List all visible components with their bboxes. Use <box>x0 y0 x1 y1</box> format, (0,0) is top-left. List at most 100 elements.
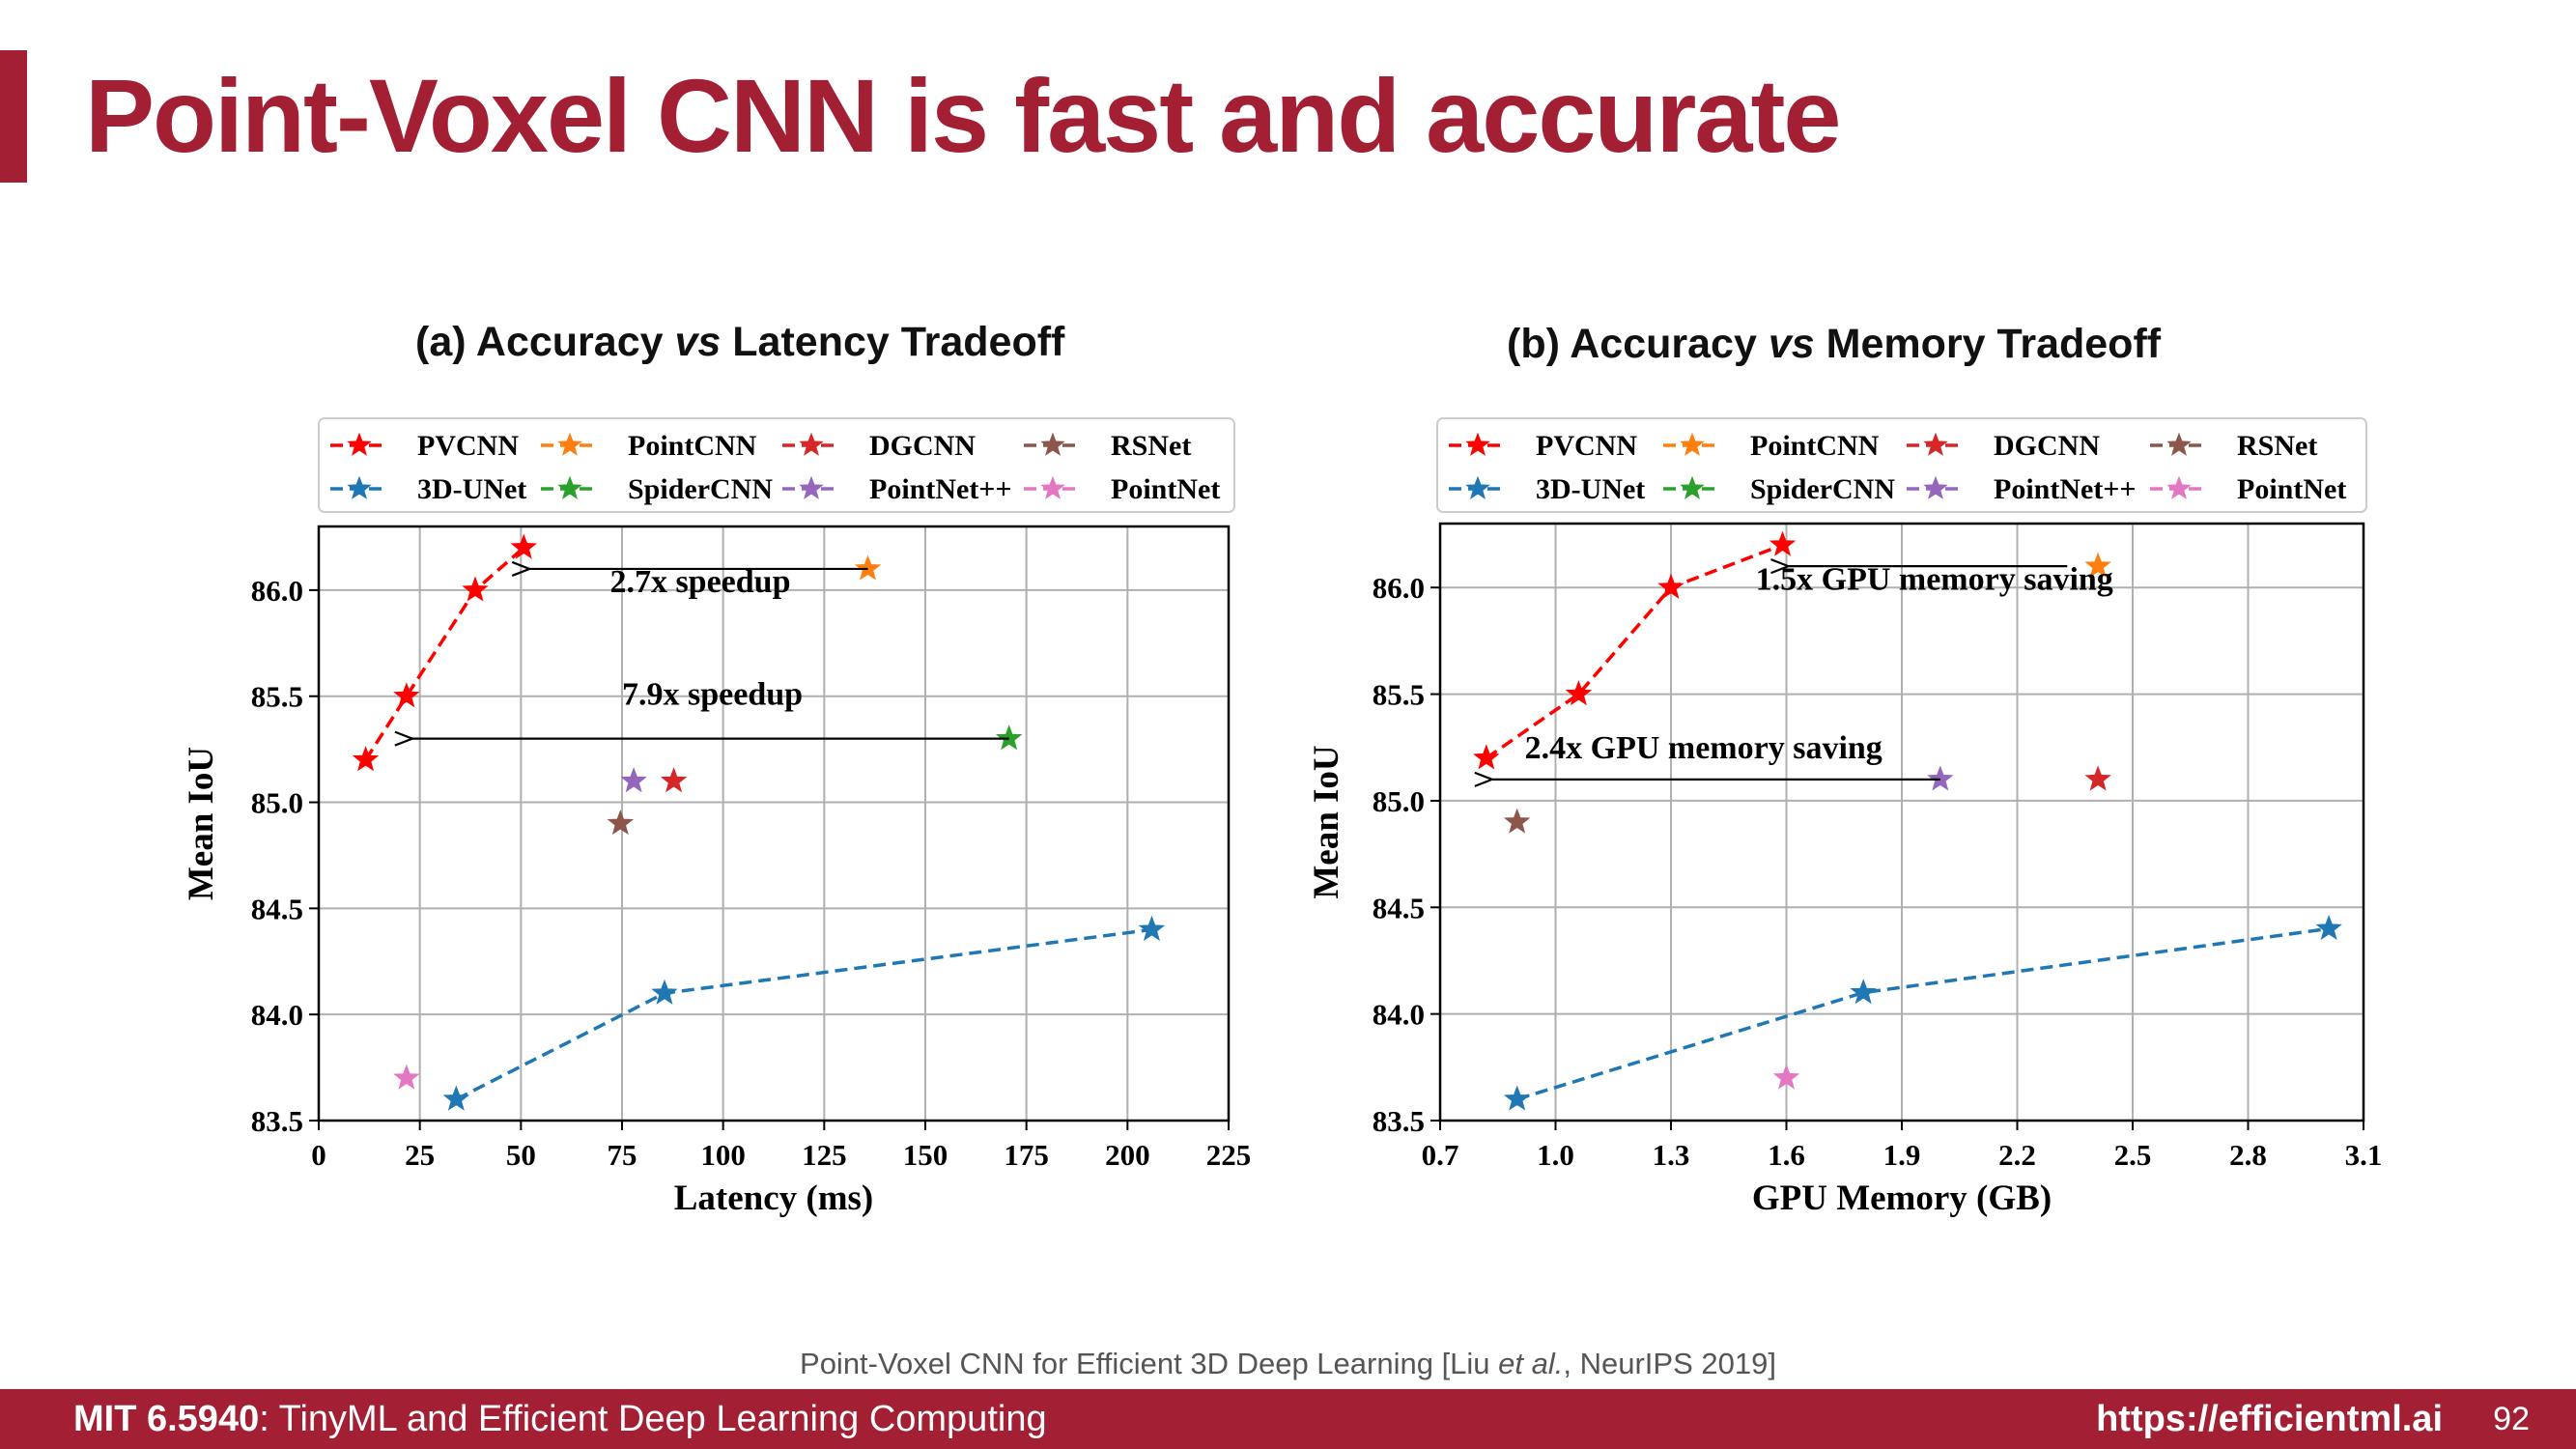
x-axis-label: GPU Memory (GB) <box>1752 1179 2052 1218</box>
legend-star <box>1680 475 1705 499</box>
citation-text-post: , NeurIPS 2019] <box>1563 1347 1776 1380</box>
legend-label: DGCNN <box>869 430 976 462</box>
point-3d-unet <box>1138 915 1166 941</box>
point-pvcnn <box>352 746 380 772</box>
y-tick-label: 85.0 <box>251 786 303 820</box>
chart-b-title-italic: vs <box>1768 321 1815 367</box>
point-pvcnn <box>462 576 489 602</box>
x-tick-label: 175 <box>1004 1138 1049 1172</box>
x-tick-label: 1.6 <box>1768 1138 1805 1172</box>
legend-label: RSNet <box>1111 430 1191 462</box>
footer-url[interactable]: https://efficientml.ai <box>2096 1399 2443 1439</box>
chart-a-title-pre: (a) Accuracy <box>415 319 675 365</box>
citation-text-pre: Point-Voxel CNN for Efficient 3D Deep Le… <box>800 1347 1499 1380</box>
y-tick-label: 83.5 <box>251 1104 303 1138</box>
legend-star <box>1040 432 1065 456</box>
y-tick-label: 84.5 <box>251 892 303 925</box>
point-rsnet <box>607 810 635 836</box>
point-pointnet- <box>620 767 647 793</box>
legend-label: 3D-UNet <box>417 473 526 505</box>
legend-label: PointCNN <box>628 430 757 462</box>
x-tick-label: 100 <box>700 1138 746 1172</box>
x-tick-label: 75 <box>608 1138 637 1172</box>
y-tick-label: 83.5 <box>1373 1104 1425 1138</box>
legend-star <box>2166 432 2192 456</box>
x-tick-label: 125 <box>802 1138 847 1172</box>
chart-b-title: (b) Accuracy vs Memory Tradeoff <box>1507 321 2161 368</box>
series-line-pvcnn <box>364 546 525 761</box>
point-pvcnn <box>1473 744 1500 770</box>
x-tick-label: 1.9 <box>1883 1138 1921 1172</box>
point-pvcnn <box>393 682 420 708</box>
y-tick-label: 85.5 <box>251 680 303 714</box>
point-pvcnn <box>1657 573 1684 599</box>
legend-label: SpiderCNN <box>1750 473 1895 505</box>
legend-star <box>1680 432 1705 456</box>
legend-star <box>347 475 372 499</box>
legend-star <box>1465 432 1490 456</box>
y-tick-label: 84.0 <box>1373 998 1425 1032</box>
point-pointcnn <box>854 554 882 581</box>
citation-text-italic: et al. <box>1498 1347 1564 1380</box>
course-name: : TinyML and Efficient Deep Learning Com… <box>259 1399 1047 1439</box>
title-accent-bar <box>0 50 27 183</box>
point-pointnet- <box>1927 765 1954 791</box>
point-pvcnn <box>1565 680 1593 706</box>
point-pointnet <box>393 1064 420 1090</box>
legend-label: PointNet <box>2237 473 2346 505</box>
point-3d-unet <box>1850 979 1877 1005</box>
legend-star <box>799 432 824 456</box>
legend-label: 3D-UNet <box>1536 473 1645 505</box>
chart-a-title: (a) Accuracy vs Latency Tradeoff <box>415 319 1064 366</box>
legend-label: PVCNN <box>417 430 519 462</box>
point-dgcnn <box>2084 765 2111 791</box>
point-rsnet <box>1503 808 1531 834</box>
y-tick-label: 86.0 <box>251 574 303 608</box>
legend-star <box>1040 475 1065 499</box>
y-tick-label: 85.0 <box>1373 784 1425 818</box>
legend-star <box>557 475 582 499</box>
plot-frame <box>317 525 1231 1122</box>
point-pvcnn <box>510 533 537 559</box>
x-tick-label: 3.1 <box>2345 1138 2383 1172</box>
x-tick-label: 50 <box>506 1138 536 1172</box>
chart-b-title-pre: (b) Accuracy <box>1507 321 1769 367</box>
x-tick-label: 2.8 <box>2229 1138 2267 1172</box>
point-dgcnn <box>660 767 688 793</box>
legend-star <box>1923 475 1948 499</box>
series-line-pvcnn <box>1485 543 1784 760</box>
slide-title: Point-Voxel CNN is fast and accurate <box>85 57 1841 174</box>
y-tick-label: 86.0 <box>1373 571 1425 605</box>
annotation-text: 1.5x GPU memory saving <box>1756 561 2113 597</box>
annotation-text: 2.4x GPU memory saving <box>1525 730 1882 766</box>
x-tick-label: 200 <box>1105 1138 1150 1172</box>
memory-chart: 0.7 1.0 1.3 1.6 1.9 2.2 2.5 2.8 3.1 83.5 84.0 84.5 8… <box>1307 417 2383 1218</box>
x-tick-label: 2.2 <box>1998 1138 2036 1172</box>
legend-label: RSNet <box>2237 430 2317 462</box>
x-tick-label: 225 <box>1206 1138 1252 1172</box>
legend-label: PointCNN <box>1750 430 1880 462</box>
legend-label: PVCNN <box>1536 430 1637 462</box>
x-tick-label: 1.3 <box>1653 1138 1690 1172</box>
legend-star <box>799 475 824 499</box>
citation: Point-Voxel CNN for Efficient 3D Deep Le… <box>0 1347 2576 1381</box>
annotation-text: 2.7x speedup <box>609 564 790 600</box>
x-axis-label: Latency (ms) <box>674 1179 874 1218</box>
x-tick-label: 25 <box>405 1138 435 1172</box>
legend-label: PointNet++ <box>1994 473 2137 505</box>
y-tick-label: 85.5 <box>1373 678 1425 712</box>
latency-chart: 0 25 50 75 100 125 150 175 200 225 83.5 84.0 84.5 85.… <box>182 417 1252 1218</box>
point-3d-unet <box>442 1085 470 1111</box>
x-tick-label: 150 <box>903 1138 948 1172</box>
point-pointcnn <box>2084 552 2111 578</box>
x-tick-label: 1.0 <box>1537 1138 1574 1172</box>
point-pvcnn <box>1769 530 1797 556</box>
footer-course: MIT 6.5940: TinyML and Efficient Deep Le… <box>73 1399 1047 1440</box>
point-3d-unet <box>651 979 678 1005</box>
y-axis-label: Mean IoU <box>1307 745 1346 898</box>
x-tick-label: 0 <box>311 1138 326 1172</box>
course-code: MIT 6.5940 <box>73 1399 260 1439</box>
chart-a-title-post: Latency Tradeoff <box>721 319 1065 365</box>
point-pointnet <box>1772 1064 1800 1090</box>
x-tick-label: 2.5 <box>2114 1138 2152 1172</box>
